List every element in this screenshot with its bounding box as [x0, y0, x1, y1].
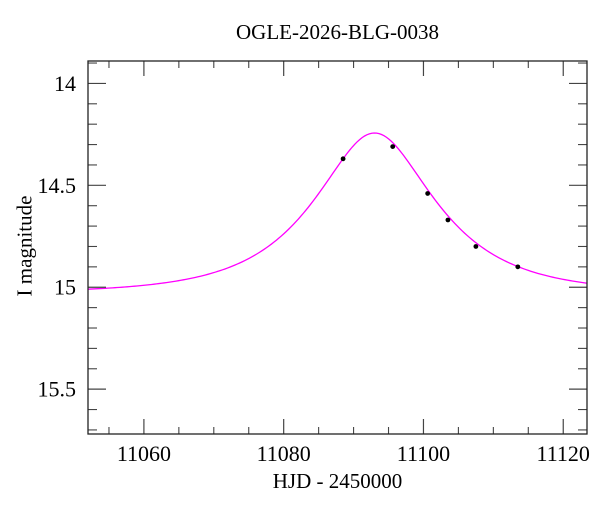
x-tick-label: 11100 [397, 441, 450, 466]
data-point [340, 156, 346, 162]
x-tick-label: 11120 [537, 441, 590, 466]
chart-title: OGLE-2026-BLG-0038 [236, 20, 439, 44]
x-tick-label: 11060 [117, 441, 171, 466]
data-point [515, 264, 521, 270]
plot-box [87, 60, 588, 435]
x-axis-label: HJD - 2450000 [272, 469, 403, 493]
data-point [445, 217, 451, 223]
data-point [473, 244, 479, 249]
data-point [425, 191, 431, 196]
data-point [390, 144, 396, 150]
y-axis-label: I magnitude [12, 195, 37, 297]
y-tick-label: 15 [54, 275, 76, 300]
y-tick-label: 14 [54, 71, 76, 96]
x-tick-label: 11080 [257, 441, 311, 466]
y-tick-label: 14.5 [38, 173, 77, 198]
model-light-curve [87, 132, 588, 290]
y-tick-label: 15.5 [38, 377, 77, 402]
